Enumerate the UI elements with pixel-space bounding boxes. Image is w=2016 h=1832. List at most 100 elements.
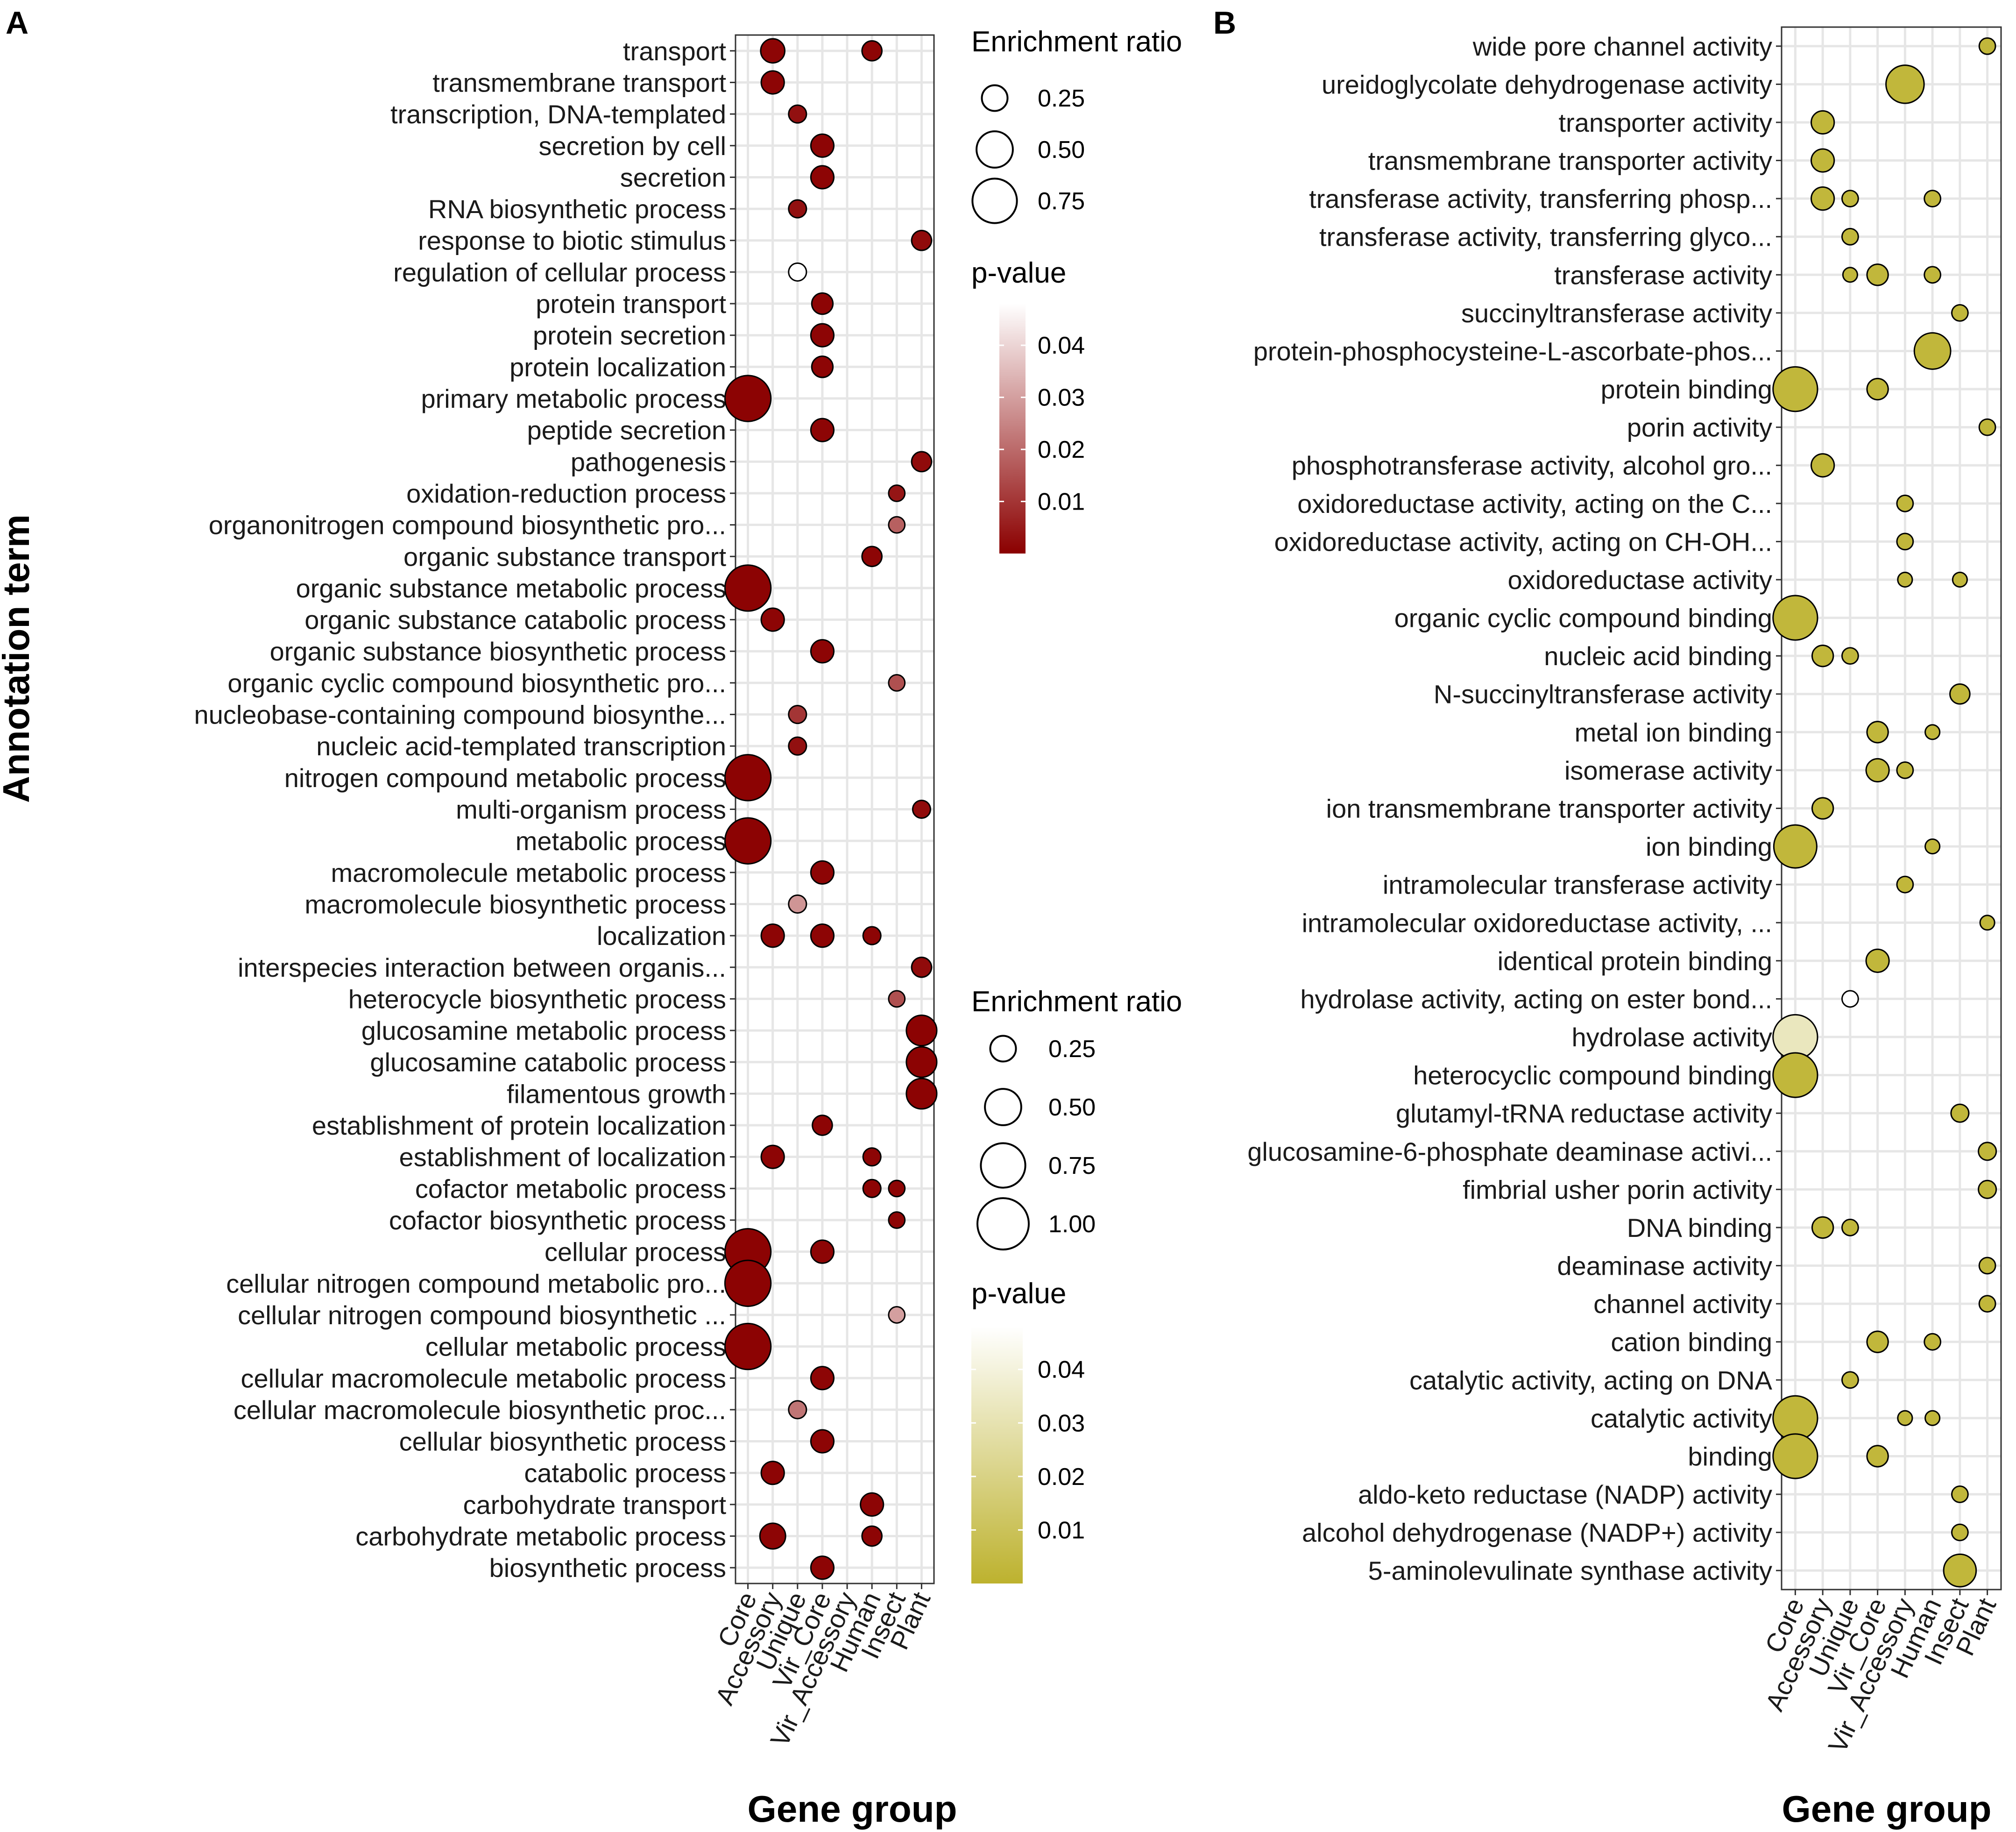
panel-b-point-intramolecular-oxidoreductase-activity-plant [1979,915,1995,931]
panel-b-point-transferase-activity-vir-core [1866,263,1889,286]
panel-b-point-phosphotransferase-activity-alcohol-gro-accessory [1811,453,1835,478]
panel-b-ytick-oxidoreductase-activity-acting-on-the-c: oxidoreductase activity, acting on the C… [1297,489,1772,518]
panel-a-point-cellular-nitrogen-compound-biosynthetic-insect [888,1306,906,1324]
panel-a-point-transmembrane-transport-accessory [760,70,785,95]
panel-b-point-alcohol-dehydrogenase-nadp-activity-insect [1951,1523,1969,1541]
panel-a-ytick-multi-organism-process: multi-organism process [456,795,726,824]
panel-a-point-nucleic-acid-templated-transcription-unique [788,736,807,756]
panel-a-point-localization-accessory [760,923,785,948]
panel-b-ytick-ureidoglycolate-dehydrogenase-activity: ureidoglycolate dehydrogenase activity [1322,70,1772,99]
panel-b-point-ion-binding-core [1773,824,1818,869]
panel-a-color-tick-label: 0.02 [1038,436,1085,463]
panel-b-ytick-organic-cyclic-compound-binding: organic cyclic compound binding [1394,604,1772,633]
panel-a-point-filamentous-growth-plant [905,1078,938,1110]
panel-a-ytick-response-to-biotic-stimulus: response to biotic stimulus [418,226,726,256]
panel-a-ytick-secretion-by-cell: secretion by cell [538,131,726,161]
panel-b-ytick-transmembrane-transporter-activity: transmembrane transporter activity [1368,146,1772,176]
panel-a-point-localization-human [862,926,882,945]
panel-b-point-cation-binding-vir-core [1866,1330,1889,1353]
panel-a-color-legend-title: p-value [971,257,1066,289]
panel-a-ytick-protein-localization: protein localization [509,352,726,382]
panel-b-point-protein-binding-core [1772,366,1818,412]
panel-a-ytick-cellular-process: cellular process [545,1237,726,1267]
panel-b-ytick-oxidoreductase-activity-acting-on-ch-oh: oxidoreductase activity, acting on CH-OH… [1274,527,1772,556]
panel-b-point-isomerase-activity-vir-core [1865,758,1890,783]
panel-b-point-oxidoreductase-activity-insect [1952,571,1968,588]
panel-a-ytick-organic-substance-biosynthetic-process: organic substance biosynthetic process [270,637,726,666]
panel-b-point-nucleic-acid-binding-accessory [1811,644,1834,667]
panel-a-ytick-cellular-metabolic-process: cellular metabolic process [425,1332,726,1362]
panel-a-point-macromolecule-metabolic-process-vir-core [810,860,835,885]
panel-b-ytick-identical-protein-binding: identical protein binding [1498,946,1772,976]
panel-b-point-ion-binding-human [1924,838,1941,855]
panel-b-point-organic-cyclic-compound-binding-core [1772,595,1818,641]
panel-a-ytick-carbohydrate-metabolic-process: carbohydrate metabolic process [355,1522,726,1551]
panel-a-color-tick-label: 0.01 [1038,489,1085,516]
panel-a-ytick-organonitrogen-compound-biosynthetic-pro: organonitrogen compound biosynthetic pro… [209,511,726,540]
panel-a-point-localization-vir-core [810,923,835,948]
panel-a-point-interspecies-interaction-between-organis-plant [911,956,933,978]
panel-a-point-biosynthetic-process-vir-core [810,1555,835,1580]
panel-b-color-tick-label: 0.01 [1038,1517,1085,1544]
panel-a-point-nitrogen-compound-metabolic-process-core [724,754,772,802]
panel-b-point-glutamyl-trna-reductase-activity-insect [1950,1103,1970,1123]
panel-a-point-establishment-of-localization-human [862,1147,882,1167]
panel-b-point-binding-core [1772,1433,1818,1479]
panel-b-ytick-channel-activity: channel activity [1593,1289,1772,1319]
panel-b-point-transferase-activity-transferring-phosp-accessory [1811,186,1835,211]
panel-b-point-intramolecular-transferase-activity-vir-accessory [1896,875,1914,894]
panel-a-color-tick-label: 0.03 [1038,384,1085,412]
panel-b-point-dna-binding-unique [1841,1219,1859,1236]
panel-b-point-porin-activity-plant [1978,418,1996,436]
panel-a-ytick-protein-secretion: protein secretion [533,321,726,350]
panel-a-point-organic-cyclic-compound-biosynthetic-pro-insect [888,674,906,692]
panel-a-point-glucosamine-catabolic-process-plant [905,1046,938,1078]
panel-b-point-nucleic-acid-binding-unique [1841,647,1859,665]
panel-b-point-oxidoreductase-activity-vir-accessory [1897,571,1913,588]
panel-b-ytick-oxidoreductase-activity: oxidoreductase activity [1507,565,1772,595]
panel-b-size-legend-title: Enrichment ratio [971,986,1182,1018]
panel-b-size-legend-label: 0.75 [1048,1152,1096,1179]
panel-b-ytick-5-aminolevulinate-synthase-activity: 5-aminolevulinate synthase activity [1368,1556,1772,1585]
panel-b-ytick-transporter-activity: transporter activity [1559,108,1773,137]
panel-a-point-heterocycle-biosynthetic-process-insect [888,990,906,1008]
panel-b-point-oxidoreductase-activity-acting-on-ch-oh-vir-accessory [1896,533,1914,551]
panel-b-size-legend-circle [989,1035,1017,1063]
panel-b-point-transporter-activity-accessory [1811,110,1835,135]
panel-a-ytick-protein-transport: protein transport [536,289,726,319]
panel-a-point-organic-substance-biosynthetic-process-vir-core [810,639,835,664]
panel-a-ytick-secretion: secretion [620,163,726,192]
panel-a-color-bar [999,304,1026,554]
panel-a-point-response-to-biotic-stimulus-plant [911,229,933,251]
panel-b-ytick-intramolecular-transferase-activity: intramolecular transferase activity [1383,870,1772,900]
panel-b-point-transferase-activity-transferring-phosp-human [1924,190,1942,208]
panel-b-point-glucosamine-6-phosphate-deaminase-activi-plant [1978,1142,1997,1161]
panel-b-point-deaminase-activity-plant [1978,1257,1996,1275]
panel-a-ytick-carbohydrate-transport: carbohydrate transport [463,1490,727,1520]
panel-a-point-cellular-process-vir-core [810,1239,835,1264]
panel-a-size-legend-circle [976,130,1014,169]
panel-label-a: A [6,5,28,41]
panel-a-point-peptide-secretion-vir-core [810,418,835,442]
panel-a-ytick-nucleobase-containing-compound-biosynthe: nucleobase-containing compound biosynthe… [194,700,726,730]
panel-b-point-fimbrial-usher-porin-activity-plant [1978,1179,1997,1199]
panel-a-point-nucleobase-containing-compound-biosynthe-unique [788,704,807,724]
panel-a-ytick-transmembrane-transport: transmembrane transport [432,68,726,97]
panel-a-ytick-establishment-of-protein-localization: establishment of protein localization [312,1111,726,1140]
panel-a-point-multi-organism-process-plant [912,799,931,819]
panel-b-ytick-intramolecular-oxidoreductase-activity: intramolecular oxidoreductase activity, … [1302,908,1772,937]
panel-a-y-axis-title: Annotation term [0,514,37,803]
panel-a-ytick-interspecies-interaction-between-organis: interspecies interaction between organis… [238,953,726,982]
panel-a-ytick-organic-substance-transport: organic substance transport [403,542,727,571]
panel-b-ytick-protein-binding: protein binding [1601,375,1772,404]
panel-a-point-organonitrogen-compound-biosynthetic-pro-insect [888,516,906,534]
panel-b-point-n-succinyltransferase-activity-insect [1949,683,1971,705]
panel-b-ytick-transferase-activity-transferring-glyco: transferase activity, transferring glyco… [1319,222,1772,252]
panel-a-color-tick-label: 0.04 [1038,332,1085,359]
panel-b-size-legend-label: 1.00 [1048,1211,1096,1238]
panel-a-point-carbohydrate-metabolic-process-human [861,1525,883,1547]
panel-a-point-cellular-macromolecule-biosynthetic-proc-unique [788,1400,807,1420]
panel-a-ytick-pathogenesis: pathogenesis [571,447,726,476]
panel-b-ytick-protein-phosphocysteine-l-ascorbate-phos: protein-phosphocysteine-L-ascorbate-phos… [1253,336,1772,366]
